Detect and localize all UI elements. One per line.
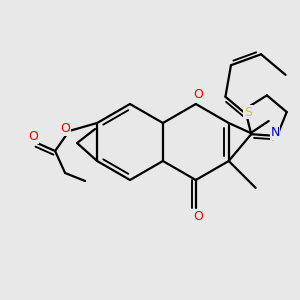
Text: N: N bbox=[270, 127, 280, 140]
Text: S: S bbox=[244, 106, 252, 118]
Text: O: O bbox=[60, 122, 70, 136]
Text: O: O bbox=[193, 209, 203, 223]
Text: O: O bbox=[28, 130, 38, 143]
Text: O: O bbox=[193, 88, 203, 100]
